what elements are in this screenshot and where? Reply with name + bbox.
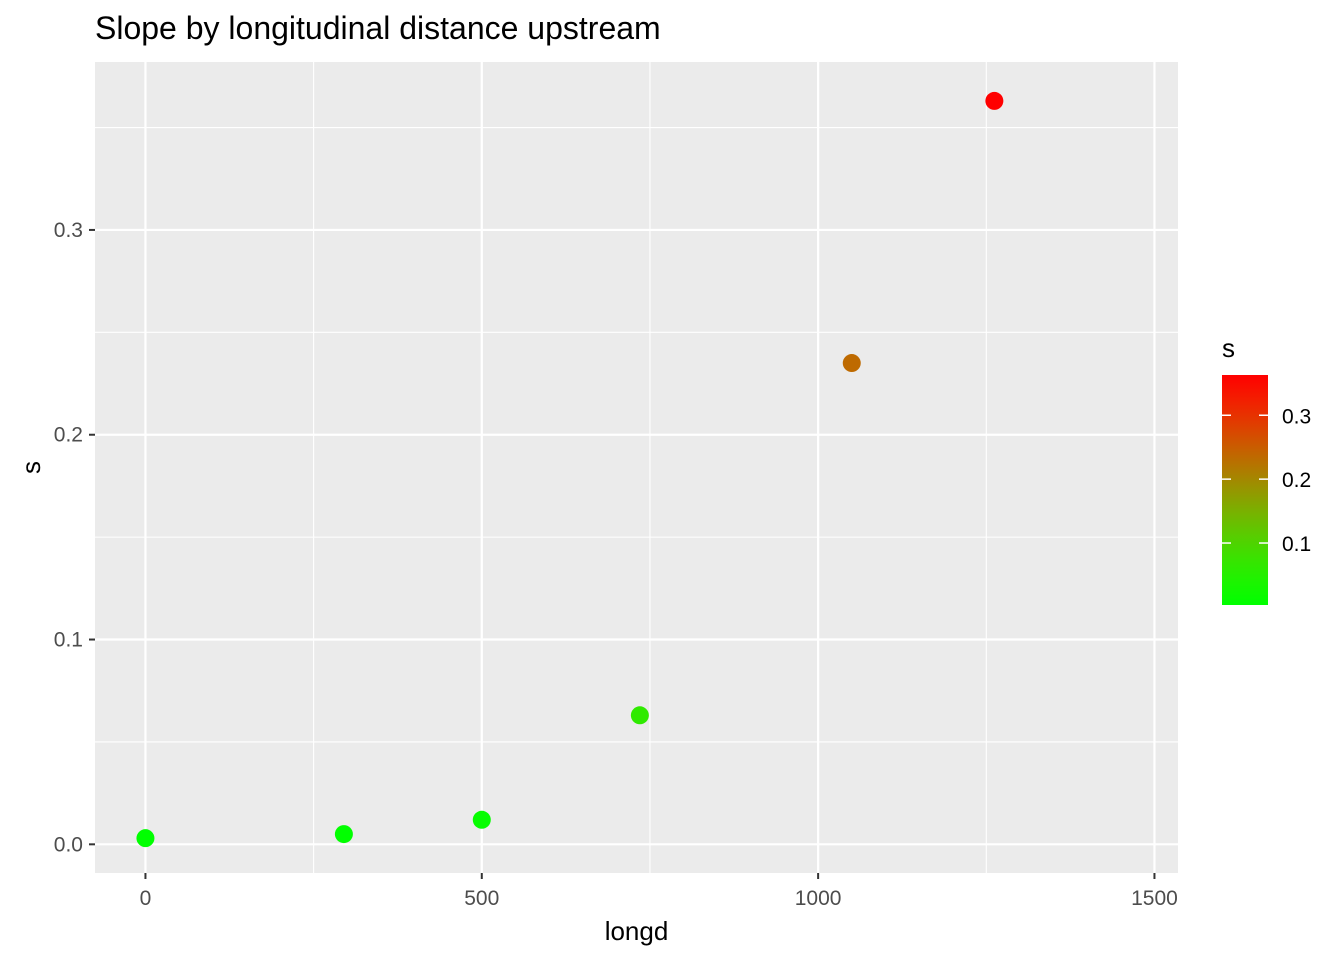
y-tick-label: 0.0 (54, 833, 83, 856)
data-point (842, 354, 861, 373)
chart-title: Slope by longitudinal distance upstream (95, 10, 661, 46)
data-point (136, 829, 155, 848)
y-tick-label: 0.3 (54, 219, 83, 242)
data-point (630, 706, 649, 725)
x-tick-label: 500 (464, 887, 499, 910)
data-point (985, 91, 1004, 110)
legend-tick-label: 0.2 (1282, 469, 1311, 492)
x-tick-label: 1000 (795, 887, 842, 910)
y-axis-label: s (16, 461, 46, 474)
legend-colorbar (1222, 375, 1268, 605)
x-axis-label: longd (605, 916, 669, 946)
legend-title: s (1222, 333, 1235, 363)
legend-tick-label: 0.3 (1282, 405, 1311, 428)
x-tick-label: 0 (140, 887, 152, 910)
data-point (472, 810, 491, 829)
legend-tick-label: 0.1 (1282, 533, 1311, 556)
y-tick-label: 0.1 (54, 629, 83, 652)
plot-panel (95, 62, 1178, 873)
y-tick-label: 0.2 (54, 424, 83, 447)
data-point (334, 825, 353, 844)
x-tick-label: 1500 (1131, 887, 1178, 910)
